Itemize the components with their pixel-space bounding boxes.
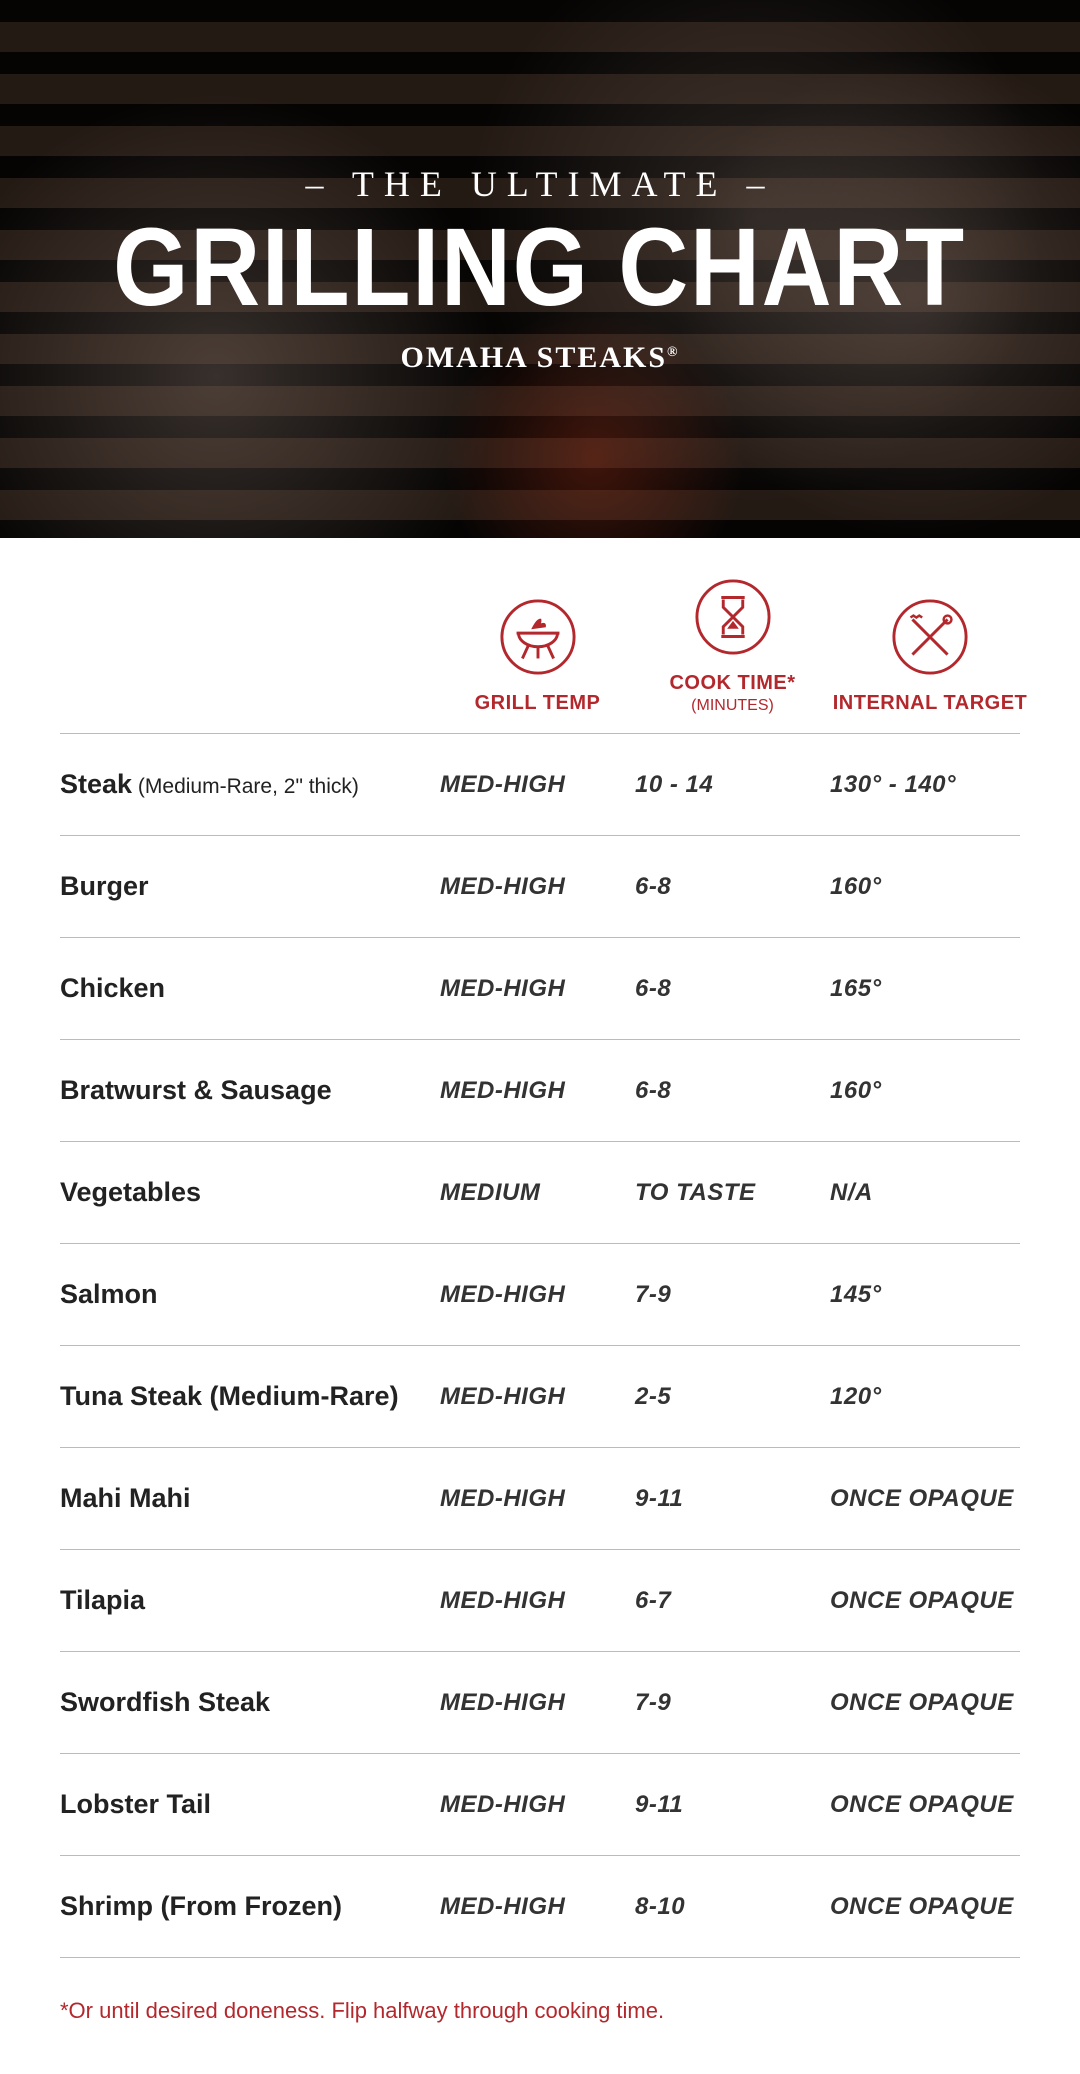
food-name: Salmon <box>60 1278 440 1310</box>
hero-subtitle: – THE ULTIMATE – <box>55 163 1024 205</box>
cook-time-value: 7-9 <box>635 1689 830 1717</box>
food-name: Tilapia <box>60 1584 440 1616</box>
cook-time-value: 9-11 <box>635 1791 830 1819</box>
food-name: Chicken <box>60 972 440 1004</box>
hero-brand: OMAHA STEAKS® <box>55 341 1024 375</box>
grill-temp-value: MED-HIGH <box>440 1281 635 1309</box>
footnote: *Or until desired doneness. Flip halfway… <box>60 1998 1020 2024</box>
table-row: ChickenMED-HIGH6-8165° <box>60 938 1020 1040</box>
grilling-chart: GRILL TEMP COOK TIME* (MINUTES) INT <box>0 538 1080 2074</box>
table-row: Shrimp (From Frozen)MED-HIGH8-10ONCE OPA… <box>60 1856 1020 1958</box>
food-name: Steak (Medium-Rare, 2" thick) <box>60 768 440 800</box>
food-name: Swordfish Steak <box>60 1686 440 1718</box>
cook-time-value: TO TASTE <box>635 1179 830 1207</box>
internal-target-value: 165° <box>830 975 1030 1003</box>
brand-mark: ® <box>667 345 679 360</box>
table-row: BurgerMED-HIGH6-8160° <box>60 836 1020 938</box>
cook-time-value: 6-8 <box>635 873 830 901</box>
internal-target-value: 120° <box>830 1383 1030 1411</box>
grill-temp-value: MED-HIGH <box>440 873 635 901</box>
table-row: TilapiaMED-HIGH6-7ONCE OPAQUE <box>60 1550 1020 1652</box>
cook-time-value: 8-10 <box>635 1893 830 1921</box>
food-name: Vegetables <box>60 1176 440 1208</box>
table-row: Bratwurst & SausageMED-HIGH6-8160° <box>60 1040 1020 1142</box>
food-name: Bratwurst & Sausage <box>60 1074 440 1106</box>
food-name: Mahi Mahi <box>60 1482 440 1514</box>
brand-name: OMAHA STEAKS <box>400 341 667 374</box>
header-internal-target: INTERNAL TARGET <box>830 598 1030 715</box>
internal-target-value: 160° <box>830 873 1030 901</box>
table-row: Steak (Medium-Rare, 2" thick)MED-HIGH10 … <box>60 734 1020 836</box>
internal-target-value: 145° <box>830 1281 1030 1309</box>
hero-banner: – THE ULTIMATE – GRILLING CHART OMAHA ST… <box>0 0 1080 538</box>
cook-time-value: 6-8 <box>635 1077 830 1105</box>
cook-time-value: 9-11 <box>635 1485 830 1513</box>
table-row: Mahi MahiMED-HIGH9-11ONCE OPAQUE <box>60 1448 1020 1550</box>
header-cook-time: COOK TIME* (MINUTES) <box>635 578 830 715</box>
hero-title: GRILLING CHART <box>114 213 967 323</box>
utensils-icon <box>891 598 969 676</box>
header-row: GRILL TEMP COOK TIME* (MINUTES) INT <box>60 578 1020 734</box>
grill-temp-value: MED-HIGH <box>440 1077 635 1105</box>
internal-target-value: ONCE OPAQUE <box>830 1791 1030 1819</box>
food-name: Burger <box>60 870 440 902</box>
header-sub: (MINUTES) <box>635 697 830 715</box>
cook-time-value: 2-5 <box>635 1383 830 1411</box>
table-row: Lobster TailMED-HIGH9-11ONCE OPAQUE <box>60 1754 1020 1856</box>
cook-time-value: 6-7 <box>635 1587 830 1615</box>
grill-icon <box>499 598 577 676</box>
table-row: VegetablesMEDIUMTO TASTEN/A <box>60 1142 1020 1244</box>
food-note: (Medium-Rare, 2" thick) <box>132 775 359 798</box>
internal-target-value: 160° <box>830 1077 1030 1105</box>
grill-temp-value: MED-HIGH <box>440 1893 635 1921</box>
header-label: INTERNAL TARGET <box>830 692 1030 715</box>
internal-target-value: ONCE OPAQUE <box>830 1893 1030 1921</box>
table-row: Tuna Steak (Medium-Rare)MED-HIGH2-5120° <box>60 1346 1020 1448</box>
cook-time-value: 7-9 <box>635 1281 830 1309</box>
food-name: Tuna Steak (Medium-Rare) <box>60 1380 440 1412</box>
internal-target-value: ONCE OPAQUE <box>830 1587 1030 1615</box>
header-grill-temp: GRILL TEMP <box>440 598 635 715</box>
hourglass-icon <box>694 578 772 656</box>
cook-time-value: 6-8 <box>635 975 830 1003</box>
grill-temp-value: MED-HIGH <box>440 1587 635 1615</box>
grill-temp-value: MED-HIGH <box>440 1791 635 1819</box>
food-name: Lobster Tail <box>60 1788 440 1820</box>
header-label: GRILL TEMP <box>440 692 635 715</box>
grill-temp-value: MEDIUM <box>440 1179 635 1207</box>
table-row: SalmonMED-HIGH7-9145° <box>60 1244 1020 1346</box>
header-label: COOK TIME* <box>635 672 830 695</box>
table-row: Swordfish SteakMED-HIGH7-9ONCE OPAQUE <box>60 1652 1020 1754</box>
internal-target-value: ONCE OPAQUE <box>830 1689 1030 1717</box>
grill-temp-value: MED-HIGH <box>440 771 635 799</box>
grill-temp-value: MED-HIGH <box>440 1383 635 1411</box>
cook-time-value: 10 - 14 <box>635 771 830 799</box>
internal-target-value: 130° - 140° <box>830 771 1030 799</box>
internal-target-value: ONCE OPAQUE <box>830 1485 1030 1513</box>
grill-temp-value: MED-HIGH <box>440 1689 635 1717</box>
food-name: Shrimp (From Frozen) <box>60 1890 440 1922</box>
internal-target-value: N/A <box>830 1179 1030 1207</box>
rows-container: Steak (Medium-Rare, 2" thick)MED-HIGH10 … <box>60 734 1020 1958</box>
grill-temp-value: MED-HIGH <box>440 975 635 1003</box>
grill-temp-value: MED-HIGH <box>440 1485 635 1513</box>
